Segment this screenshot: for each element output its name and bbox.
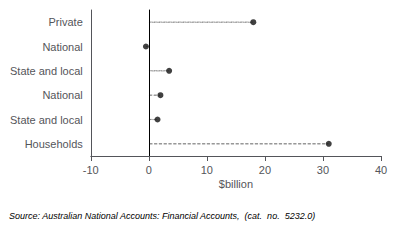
svg-text:National: National bbox=[42, 89, 82, 101]
svg-text:Source: Australian National Ac: Source: Australian National Accounts: Fi… bbox=[9, 211, 315, 221]
svg-text:20: 20 bbox=[259, 164, 271, 176]
svg-text:National: National bbox=[42, 41, 82, 53]
svg-text:State and local: State and local bbox=[10, 65, 83, 77]
svg-text:30: 30 bbox=[317, 164, 329, 176]
svg-text:40: 40 bbox=[375, 164, 387, 176]
svg-text:Private: Private bbox=[49, 16, 83, 28]
svg-text:-10: -10 bbox=[83, 164, 99, 176]
svg-text:0: 0 bbox=[146, 164, 152, 176]
svg-text:State and local: State and local bbox=[10, 114, 83, 126]
svg-text:$billion: $billion bbox=[219, 178, 253, 190]
svg-text:10: 10 bbox=[201, 164, 213, 176]
svg-text:Households: Households bbox=[25, 138, 84, 150]
